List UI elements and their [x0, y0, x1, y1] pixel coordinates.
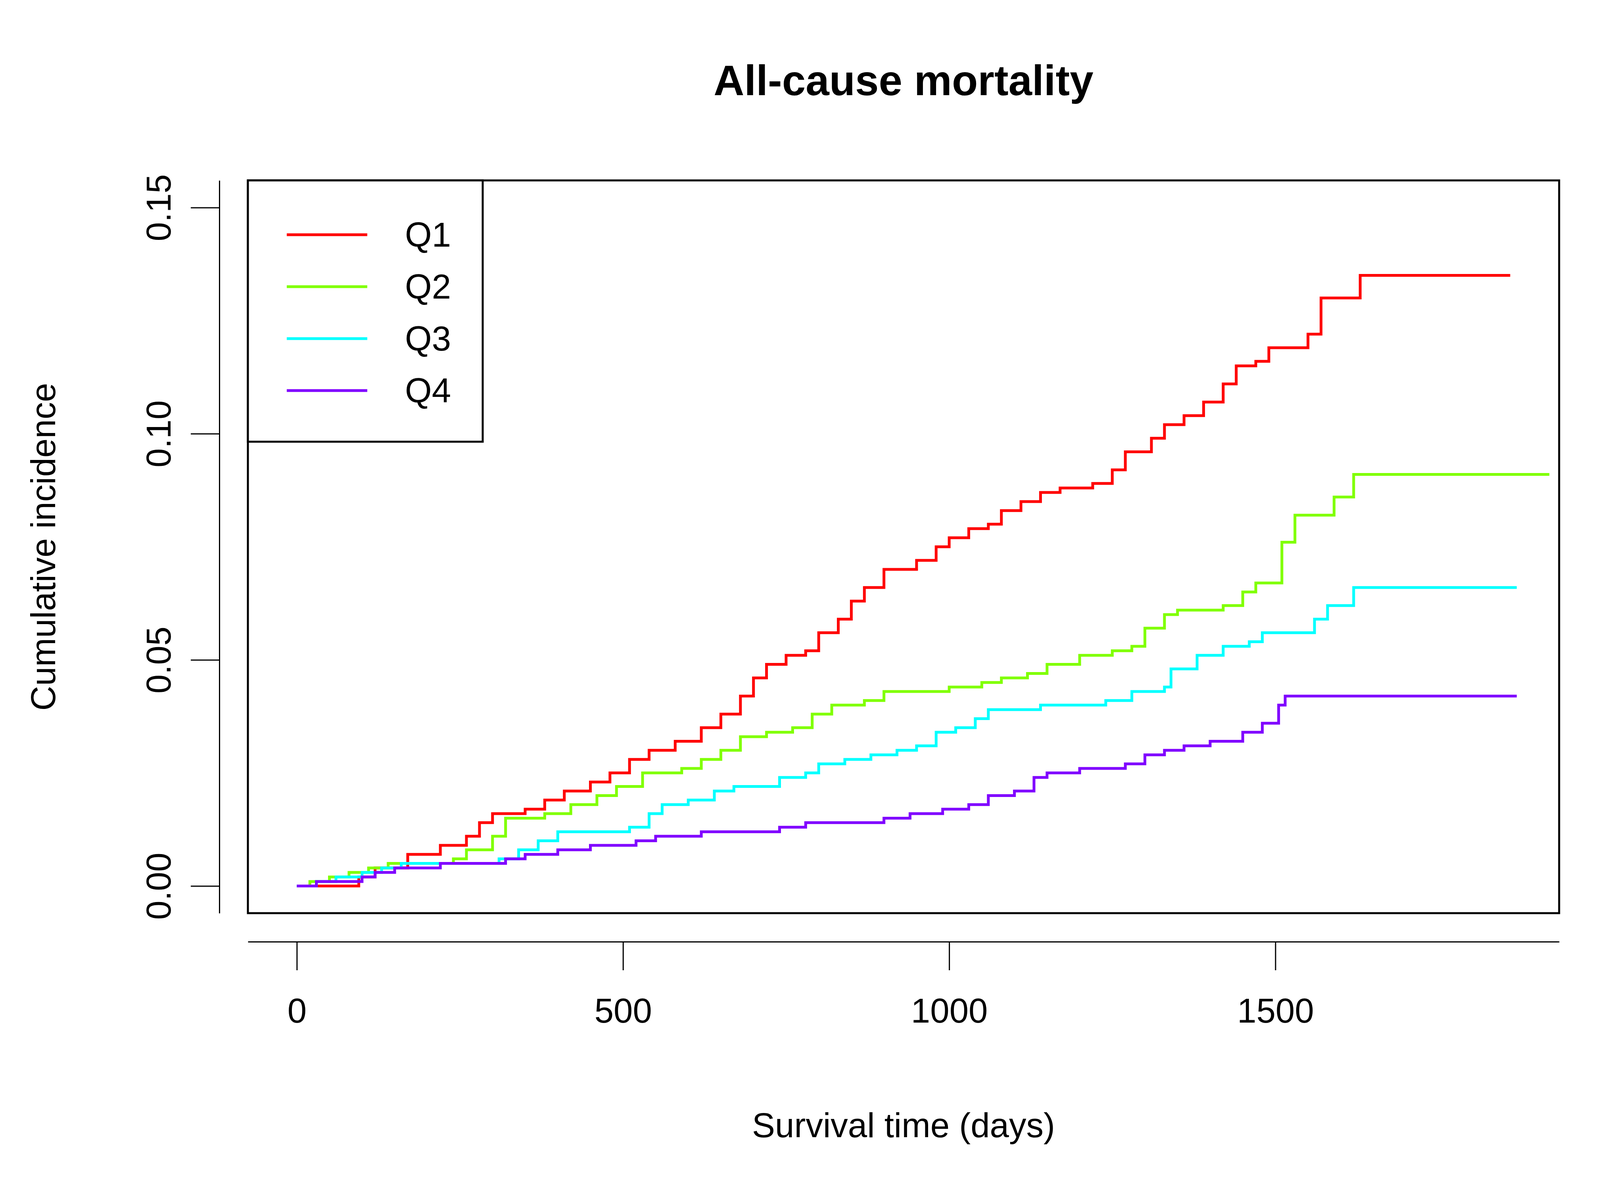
y-tick-label: 0.15 — [139, 174, 178, 242]
title: All-cause mortality — [713, 56, 1094, 105]
plot-frame — [247, 180, 1560, 914]
x-tick-mark — [1275, 941, 1277, 971]
series-line — [296, 474, 1550, 887]
x-tick: 0 — [287, 941, 307, 1031]
y-axis-line — [218, 180, 221, 914]
legend-swatch — [286, 233, 368, 237]
legend-label: Q1 — [404, 215, 451, 254]
x-tick-mark — [948, 941, 950, 971]
y-tick: 0.10 — [139, 400, 220, 468]
y-tick-mark — [190, 207, 220, 209]
y-axis-title: Cumulative incidence — [23, 383, 63, 712]
legend: Q1 Q2 Q3 Q4 — [247, 180, 483, 442]
legend-box — [247, 180, 483, 442]
legend-label: Q4 — [404, 371, 451, 410]
background — [0, 0, 1600, 1180]
x-axis-title: Survival time (days) — [752, 1106, 1056, 1145]
x-tick-label: 500 — [594, 991, 653, 1031]
x-tick: 1000 — [911, 941, 989, 1031]
y-tick-label: 0.10 — [139, 400, 178, 468]
y-tick-mark — [190, 659, 220, 661]
y-tick: 0.00 — [139, 852, 220, 920]
x-tick-mark — [296, 941, 298, 971]
legend-label: Q3 — [404, 319, 451, 358]
y-tick-label: 0.00 — [139, 852, 178, 920]
legend-label: Q2 — [404, 267, 451, 306]
y-axis: 0.00 0.05 0.10 0.15 — [139, 174, 220, 920]
y-tick: 0.15 — [139, 174, 220, 242]
x-tick: 1500 — [1237, 941, 1315, 1031]
legend-swatch — [286, 389, 368, 393]
legend-swatch — [286, 285, 368, 289]
x-tick: 500 — [594, 941, 653, 1031]
x-tick-label: 1000 — [911, 991, 989, 1031]
series-line — [296, 696, 1517, 887]
x-tick-mark — [622, 941, 624, 971]
y-tick-mark — [190, 886, 220, 888]
x-tick-label: 1500 — [1237, 991, 1315, 1031]
x-axis-line — [248, 941, 1560, 943]
series-line — [296, 587, 1517, 887]
x-tick-label: 0 — [287, 991, 307, 1031]
y-tick: 0.05 — [139, 626, 220, 694]
y-tick-mark — [190, 433, 220, 435]
x-axis: 0 500 1000 1500 — [248, 941, 1560, 1031]
plot-area — [296, 275, 1550, 887]
chart: All-cause mortality0500100015000.000.050… — [0, 0, 1600, 1180]
y-tick-label: 0.05 — [139, 626, 178, 694]
legend-swatch — [286, 337, 368, 341]
